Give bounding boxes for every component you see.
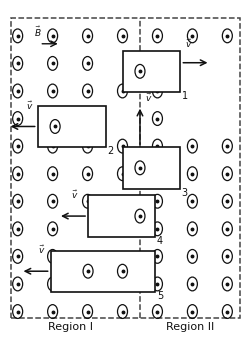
Text: 3: 3 bbox=[181, 188, 187, 198]
Text: 2: 2 bbox=[106, 146, 112, 156]
Text: $\vec{v}$: $\vec{v}$ bbox=[38, 244, 46, 256]
Text: Region II: Region II bbox=[166, 321, 214, 331]
Bar bbox=[50, 251, 155, 292]
Bar bbox=[122, 51, 180, 92]
Bar bbox=[38, 106, 105, 147]
Text: 5: 5 bbox=[156, 291, 162, 301]
Bar bbox=[50, 251, 155, 292]
Text: $\vec{v}$: $\vec{v}$ bbox=[185, 37, 192, 49]
Bar bbox=[11, 18, 239, 318]
Text: 4: 4 bbox=[156, 236, 162, 246]
Bar bbox=[122, 51, 180, 92]
Text: $\vec{B}$: $\vec{B}$ bbox=[34, 25, 41, 39]
Bar bbox=[88, 195, 155, 237]
Text: Region I: Region I bbox=[48, 321, 93, 331]
Text: $\vec{v}$: $\vec{v}$ bbox=[26, 100, 34, 112]
Text: $\vec{v}$: $\vec{v}$ bbox=[145, 92, 152, 104]
Bar bbox=[38, 106, 105, 147]
Bar bbox=[122, 147, 180, 189]
Bar bbox=[88, 195, 155, 237]
Text: 1: 1 bbox=[181, 91, 187, 101]
Bar bbox=[122, 147, 180, 189]
Text: $\vec{v}$: $\vec{v}$ bbox=[70, 189, 78, 201]
